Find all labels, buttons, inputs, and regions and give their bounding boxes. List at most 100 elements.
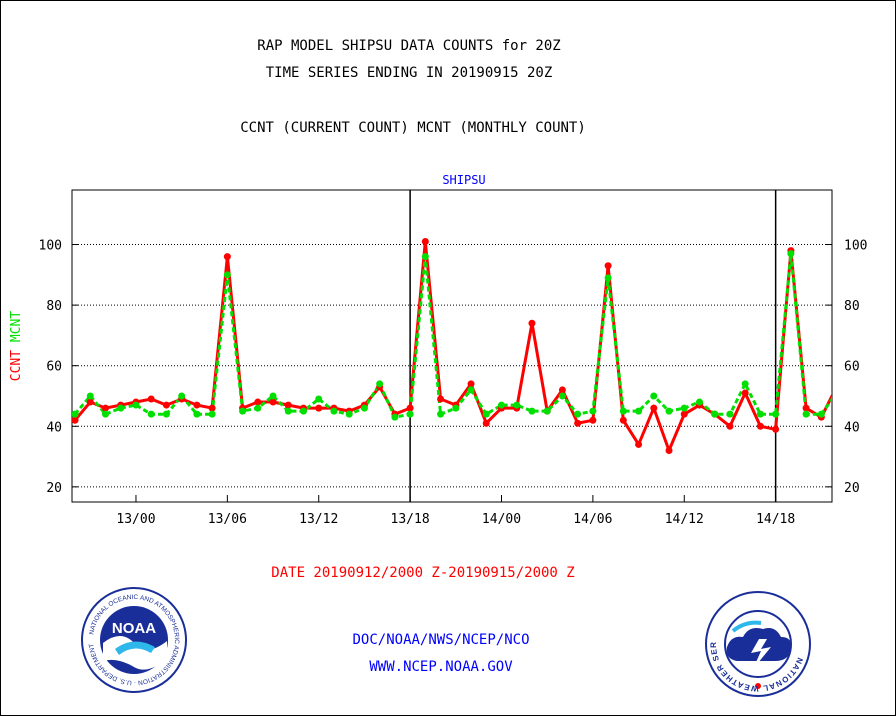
data-point-mcnt [619,407,627,415]
data-point-mcnt [376,380,384,388]
data-point-mcnt [635,407,643,415]
data-point-ccnt [772,425,780,433]
data-point-mcnt [223,271,231,279]
data-point-ccnt [574,419,582,427]
data-point-ccnt [619,416,627,424]
chart-subtitle: CCNT (CURRENT COUNT) MCNT (MONTHLY COUNT… [240,120,586,136]
data-point-ccnt [848,408,855,415]
data-point-mcnt [772,410,780,418]
data-point-mcnt [254,404,262,412]
nws-star-icon [755,683,761,689]
data-point-ccnt [421,237,429,245]
website-link[interactable]: WWW.NCEP.NOAA.GOV [369,659,513,675]
data-point-mcnt [421,253,429,261]
data-point-mcnt [741,380,749,388]
data-point-ccnt [208,404,216,412]
data-point-mcnt [574,410,582,418]
data-point-ccnt [665,447,673,455]
data-point-mcnt [711,410,719,418]
series-group [72,237,886,455]
x-tick-label: 14/06 [573,512,612,527]
data-point-ccnt [193,401,201,409]
data-point-mcnt [86,392,94,400]
noaa-logo-text: NOAA [112,620,156,637]
data-point-ccnt [269,398,277,406]
data-point-mcnt [817,410,825,418]
data-point-ccnt [802,404,810,412]
data-point-ccnt [741,389,749,397]
data-point-mcnt [102,410,110,418]
data-point-ccnt [558,386,566,394]
data-point-mcnt [726,410,734,418]
data-point-mcnt [406,410,414,418]
x-tick-label: 13/18 [391,512,430,527]
data-point-mcnt [269,392,277,400]
x-tick-label: 13/00 [116,512,155,527]
data-point-ccnt [223,253,231,261]
y-axis-label: CCNT MCNT [9,311,24,382]
x-tick-label: 14/00 [482,512,521,527]
y-tick-label-left: 80 [46,299,62,314]
data-point-mcnt [497,401,505,409]
y-tick-label-right: 100 [844,239,867,254]
data-point-ccnt [482,419,490,427]
y-axis-label-mcnt: MCNT [9,311,24,342]
data-point-mcnt [650,392,658,400]
data-point-mcnt [756,410,764,418]
data-point-mcnt [315,395,323,403]
data-point-mcnt [147,410,155,418]
data-point-mcnt [345,410,353,418]
data-point-mcnt [300,407,308,415]
data-point-ccnt [147,395,155,403]
data-point-ccnt [833,383,840,390]
data-point-ccnt [86,398,94,406]
data-point-ccnt [162,401,170,409]
y-tick-label-right: 20 [844,481,860,496]
data-point-mcnt [864,402,871,409]
data-point-mcnt [695,398,703,406]
x-tick-label: 13/06 [208,512,247,527]
data-point-ccnt [437,395,445,403]
data-point-ccnt [589,416,597,424]
data-point-mcnt [543,407,551,415]
data-point-ccnt [284,401,292,409]
data-point-ccnt [604,262,612,270]
data-point-ccnt [315,404,323,412]
y-tick-label-right: 40 [844,420,860,435]
data-point-mcnt [208,410,216,418]
nws-logo: NATIONAL WEATHER SERVICE [705,591,811,697]
data-point-ccnt [102,404,110,412]
series-line-mcnt [73,253,832,419]
x-tick-label: 13/12 [299,512,338,527]
data-point-mcnt [482,410,490,418]
data-point-mcnt [665,407,673,415]
data-point-mcnt [239,407,247,415]
data-point-mcnt [802,410,810,418]
data-point-ccnt [650,404,658,412]
data-point-mcnt [162,410,170,418]
series-line-ccnt [73,241,832,455]
data-point-ccnt [528,319,536,327]
x-tick-label: 14/12 [665,512,704,527]
y-tick-label-right: 60 [844,360,860,375]
chart-title-line1: RAP MODEL SHIPSU DATA COUNTS for 20Z [257,38,561,54]
y-tick-label-left: 100 [39,239,62,254]
data-point-ccnt [635,440,643,448]
data-point-mcnt [284,407,292,415]
data-point-ccnt [467,380,475,388]
chart-title-line2: TIME SERIES ENDING IN 20190915 20Z [265,65,553,81]
data-point-ccnt [879,405,886,412]
y-tick-label-right: 80 [844,299,860,314]
data-point-mcnt [833,389,840,396]
data-point-ccnt [864,408,871,415]
data-point-ccnt [406,404,414,412]
y-tick-label-left: 60 [46,360,62,375]
panel-title: SHIPSU [442,173,485,187]
y-axis-label-ccnt: CCNT [9,342,24,381]
x-tick-label: 14/18 [756,512,795,527]
y-tick-label-left: 20 [46,481,62,496]
data-point-mcnt [193,410,201,418]
data-point-mcnt [604,274,612,282]
data-point-ccnt [680,410,688,418]
